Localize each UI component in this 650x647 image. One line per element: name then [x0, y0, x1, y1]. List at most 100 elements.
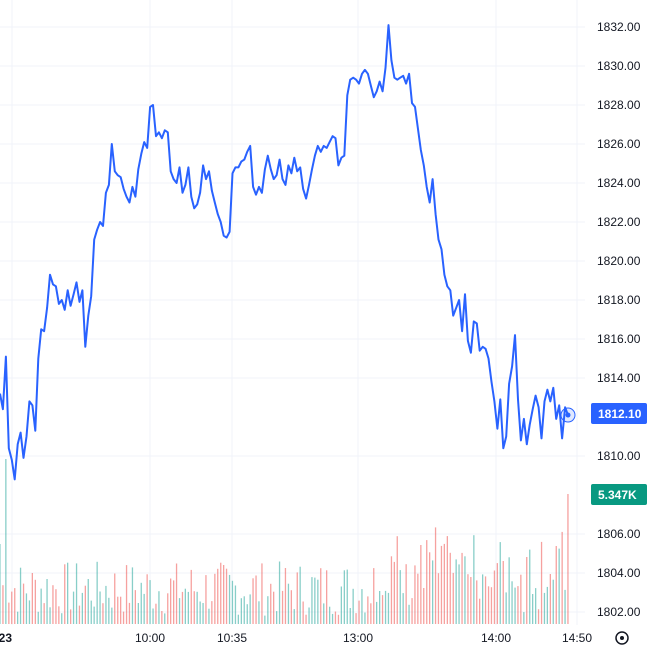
volume-bar [155, 603, 157, 624]
last-price-marker[interactable] [560, 407, 576, 423]
volume-bar [208, 608, 210, 624]
volume-bar [111, 607, 113, 624]
volume-bar [402, 593, 404, 624]
volume-bar [31, 573, 33, 624]
volume-bar [72, 591, 75, 624]
y-tick-label: 1806.00 [597, 527, 641, 541]
volume-bar [458, 564, 460, 624]
y-tick-label: 1814.00 [597, 371, 641, 385]
x-tick-label: 10:35 [217, 631, 247, 645]
volume-bar [529, 549, 531, 624]
volume-bar [352, 588, 354, 624]
volume-bar [432, 560, 434, 624]
volume-bar [329, 606, 331, 624]
volume-bar [443, 543, 445, 624]
volume-bar [143, 593, 145, 624]
x-tick-label: 14:00 [481, 631, 511, 645]
volume-bar [258, 601, 260, 624]
volume-bar [546, 586, 548, 624]
volume-bar [334, 611, 337, 624]
grid [0, 0, 585, 625]
volume-bar [393, 561, 395, 624]
x-axis: 23 10:00 10:35 13:00 14:00 14:50 [0, 631, 592, 645]
volume-bar [158, 591, 160, 624]
volume-bar [246, 604, 248, 624]
volume-bar [423, 588, 425, 624]
y-tick-label: 1824.00 [597, 176, 641, 190]
volume-bars [0, 459, 569, 624]
volume-bar [417, 573, 419, 624]
volume-bar [255, 575, 257, 624]
volume-bar [220, 562, 222, 624]
volume-bar [134, 590, 136, 624]
volume-bar [193, 591, 195, 624]
volume-bar [190, 569, 192, 624]
volume-bar [379, 591, 381, 624]
volume-bar [278, 561, 281, 624]
volume-bar [184, 588, 186, 624]
volume-bar [343, 570, 345, 624]
volume-bar [167, 593, 169, 624]
volume-bar [161, 611, 163, 624]
volume-bar [276, 611, 278, 624]
volume-bar [302, 601, 304, 624]
volume-bar [564, 589, 566, 624]
volume-bar [237, 614, 239, 624]
volume-bar [517, 586, 519, 624]
volume-bar [287, 583, 290, 624]
volume-label: 5.347K [598, 488, 637, 502]
volume-bar [261, 563, 263, 624]
volume-bar [549, 574, 551, 624]
volume-bar [308, 607, 310, 624]
volume-bar [11, 591, 13, 624]
volume-bar [205, 575, 207, 624]
y-tick-label: 1818.00 [597, 293, 641, 307]
y-tick-label: 1804.00 [597, 566, 641, 580]
volume-bar [520, 574, 522, 624]
volume-bar [99, 591, 101, 624]
volume-bar [81, 592, 83, 624]
volume-bar [28, 600, 31, 624]
volume-bar [493, 570, 496, 624]
volume-bar [317, 579, 319, 624]
volume-bar [496, 563, 498, 624]
volume-bar [305, 614, 307, 624]
volume-bar [467, 574, 469, 624]
volume-bar [358, 600, 360, 624]
last-price-badge: 1812.10 [591, 403, 647, 424]
volume-bar [420, 545, 422, 624]
volume-bar [264, 615, 266, 624]
x-tick-label: 13:00 [343, 631, 373, 645]
volume-bar [552, 579, 554, 624]
volume-bar [173, 580, 175, 624]
volume-bar [364, 612, 366, 624]
volume-bar [175, 563, 178, 624]
volume-bar [93, 606, 95, 624]
y-tick-label: 1826.00 [597, 137, 641, 151]
volume-bar [437, 573, 440, 624]
volume-bar [311, 577, 313, 624]
volume-bar [526, 557, 528, 624]
volume-bar [490, 587, 493, 624]
volume-bar [8, 602, 10, 624]
settings-gear-icon[interactable] [615, 631, 629, 645]
volume-bar [281, 590, 284, 624]
volume-bar [84, 585, 86, 624]
volume-bar [217, 568, 219, 624]
volume-bar [170, 578, 172, 624]
volume-bar [367, 596, 369, 624]
price-series-line [0, 24, 569, 481]
volume-bar [49, 607, 51, 624]
volume-bar [381, 595, 384, 624]
volume-bar [293, 609, 295, 624]
volume-bar [326, 570, 328, 624]
volume-bar [567, 494, 569, 624]
volume-bar [273, 591, 275, 624]
volume-bar [482, 574, 484, 624]
volume-bar [2, 585, 4, 624]
volume-bar [558, 548, 560, 624]
volume-bar [384, 590, 387, 624]
volume-bar [46, 579, 48, 624]
volume-bar [434, 527, 437, 624]
volume-bar [331, 613, 334, 624]
